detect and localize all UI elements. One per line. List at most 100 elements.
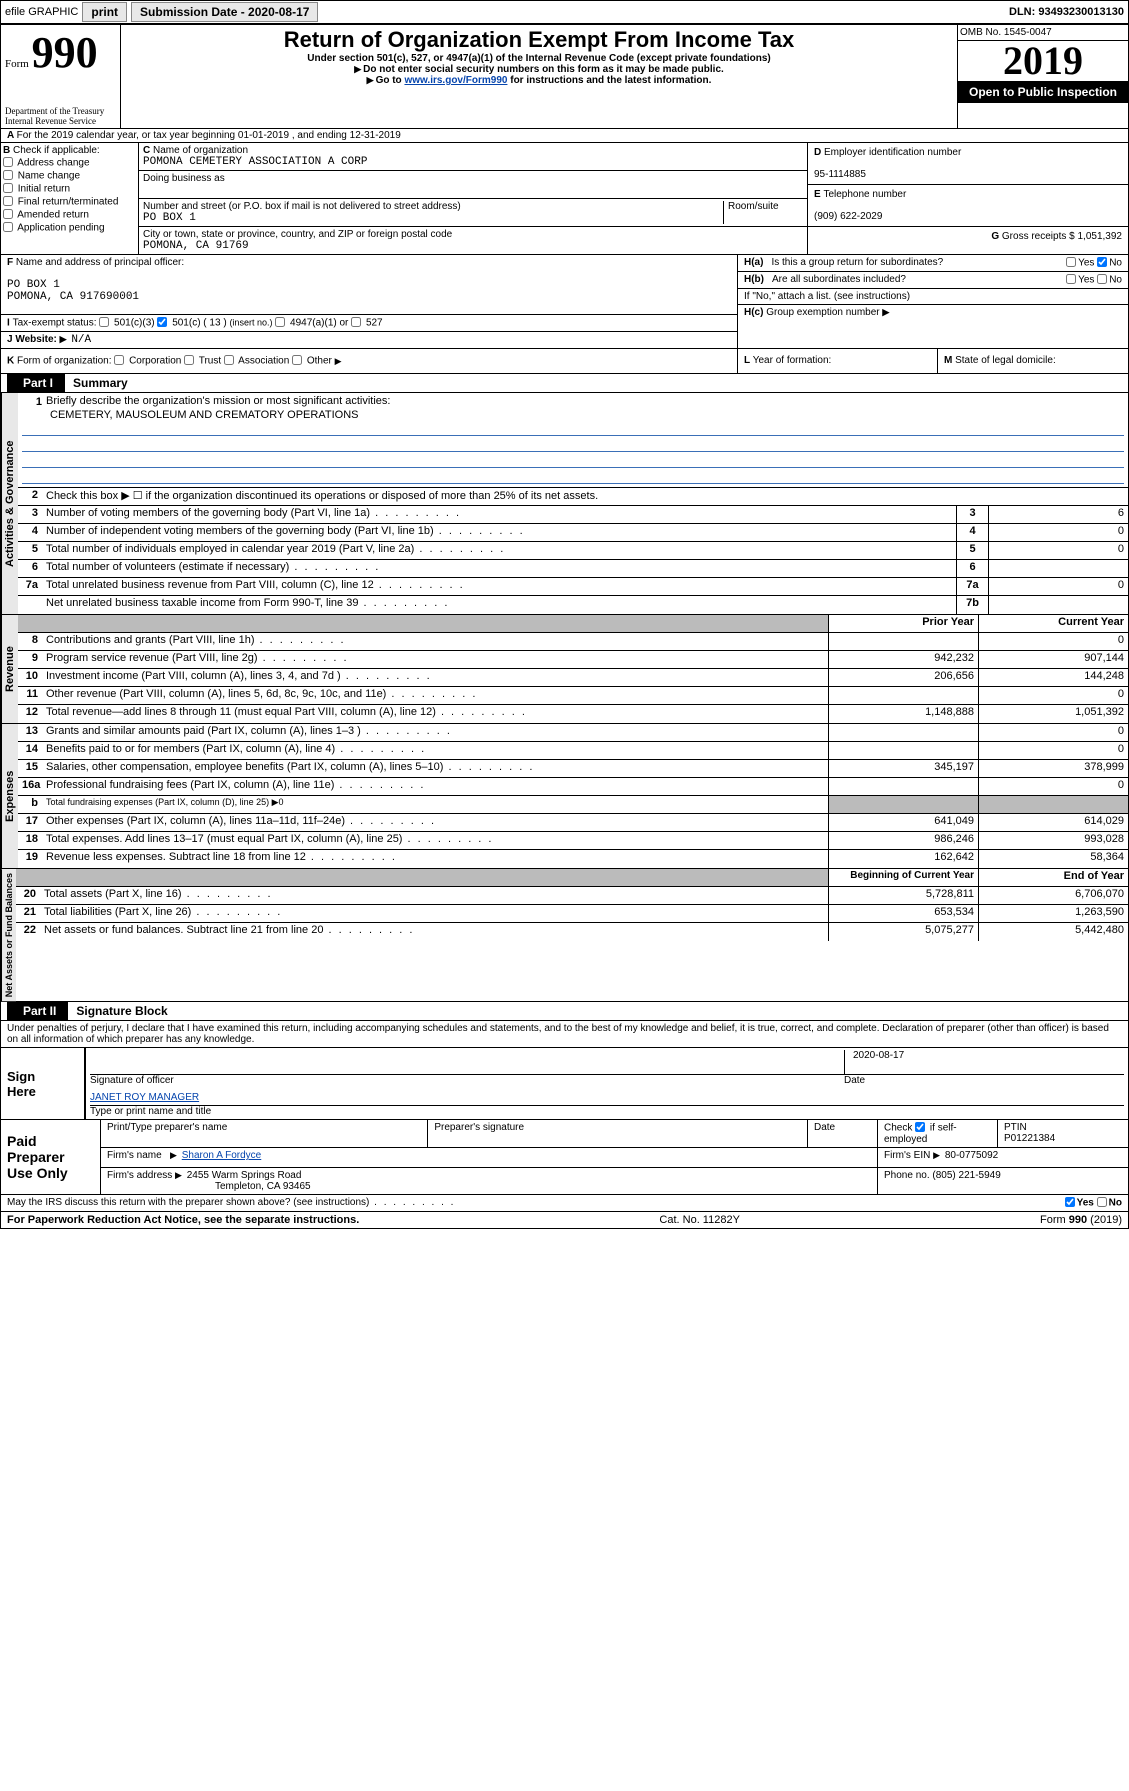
footer-left: For Paperwork Reduction Act Notice, see … xyxy=(7,1214,359,1226)
hb-note: If "No," attach a list. (see instruction… xyxy=(738,289,1128,305)
assoc-checkbox[interactable] xyxy=(224,355,234,365)
name-title-link[interactable]: JANET ROY MANAGER xyxy=(90,1092,199,1103)
open-to-public: Open to Public Inspection xyxy=(958,81,1128,103)
discuss-no-checkbox[interactable] xyxy=(1097,1197,1107,1207)
state-domicile-label: State of legal domicile: xyxy=(955,355,1056,366)
other-checkbox[interactable] xyxy=(292,355,302,365)
firms-addr2: Templeton, CA 93465 xyxy=(215,1181,311,1192)
form-header: Form 990 Department of the Treasury Inte… xyxy=(0,24,1129,129)
date-label: Date xyxy=(844,1075,1124,1086)
discuss-text: May the IRS discuss this return with the… xyxy=(7,1197,1065,1209)
ein-label: Employer identification number xyxy=(824,147,961,158)
ha-no-checkbox[interactable] xyxy=(1097,257,1107,267)
application-pending-checkbox[interactable]: Application pending xyxy=(3,222,136,234)
ha-yes-checkbox[interactable] xyxy=(1066,257,1076,267)
prior-year-header: Prior Year xyxy=(828,615,978,632)
officer-label: Name and address of principal officer: xyxy=(16,257,184,268)
row-klm: K Form of organization: Corporation Trus… xyxy=(0,349,1129,374)
line1-value: CEMETERY, MAUSOLEUM AND CREMATORY OPERAT… xyxy=(22,409,1124,421)
trust-checkbox[interactable] xyxy=(184,355,194,365)
section-f-h: F Name and address of principal officer:… xyxy=(0,255,1129,349)
print-button[interactable]: print xyxy=(82,2,127,22)
part2-header: Part II Signature Block xyxy=(0,1002,1129,1021)
discuss-yes-checkbox[interactable] xyxy=(1065,1197,1075,1207)
tax-year: 2019 xyxy=(958,41,1128,81)
ha-label: Is this a group return for subordinates? xyxy=(771,257,1058,269)
net-assets-section: Net Assets or Fund Balances Beginning of… xyxy=(0,869,1129,1002)
firm-name-link[interactable]: Sharon A Fordyce xyxy=(182,1150,262,1161)
phone-no-label: Phone no. xyxy=(884,1170,930,1181)
expenses-vtab: Expenses xyxy=(1,724,18,868)
phone-label: Telephone number xyxy=(823,189,906,200)
officer-addr2: POMONA, CA 917690001 xyxy=(7,291,139,303)
perjury-statement: Under penalties of perjury, I declare th… xyxy=(0,1021,1129,1048)
department-label: Department of the Treasury Internal Reve… xyxy=(5,106,116,126)
name-title-label: Type or print name and title xyxy=(90,1106,1124,1117)
tax-exempt-label: Tax-exempt status: xyxy=(13,318,97,329)
prep-sig-label: Preparer's signature xyxy=(428,1120,808,1147)
firms-addr1: 2455 Warm Springs Road xyxy=(187,1170,302,1181)
501c3-checkbox[interactable] xyxy=(99,317,109,327)
page-footer: For Paperwork Reduction Act Notice, see … xyxy=(0,1212,1129,1229)
net-assets-vtab: Net Assets or Fund Balances xyxy=(1,869,16,1001)
city-label: City or town, state or province, country… xyxy=(143,229,452,240)
footer-mid: Cat. No. 11282Y xyxy=(659,1214,740,1226)
sig-date-value: 2020-08-17 xyxy=(853,1050,904,1061)
dba-label: Doing business as xyxy=(143,173,225,184)
part2-title: Signature Block xyxy=(68,1004,167,1018)
topbar: efile GRAPHIC print Submission Date - 20… xyxy=(0,0,1129,24)
print-name-label: Print/Type preparer's name xyxy=(101,1120,428,1147)
year-formation-label: Year of formation: xyxy=(753,355,832,366)
ptin-label: PTIN xyxy=(1004,1122,1027,1133)
amended-return-checkbox[interactable]: Amended return xyxy=(3,209,136,221)
current-year-header: Current Year xyxy=(978,615,1128,632)
subtitle-1: Under section 501(c), 527, or 4947(a)(1)… xyxy=(125,53,953,64)
org-address: PO BOX 1 xyxy=(143,212,196,224)
part1-title: Summary xyxy=(65,376,128,390)
revenue-vtab: Revenue xyxy=(1,615,18,723)
row-a-text: For the 2019 calendar year, or tax year … xyxy=(17,130,401,141)
527-checkbox[interactable] xyxy=(351,317,361,327)
line1-label: Briefly describe the organization's miss… xyxy=(46,395,390,409)
hb-no-checkbox[interactable] xyxy=(1097,274,1107,284)
address-change-checkbox[interactable]: Address change xyxy=(3,157,136,169)
dln: DLN: 93493230013130 xyxy=(1009,6,1124,18)
beginning-year-header: Beginning of Current Year xyxy=(828,869,978,886)
website-value: N/A xyxy=(71,334,91,346)
self-employed-checkbox[interactable] xyxy=(915,1122,925,1132)
efile-label: efile GRAPHIC xyxy=(5,6,78,18)
firms-ein-value: 80-0775092 xyxy=(945,1150,998,1161)
corp-checkbox[interactable] xyxy=(114,355,124,365)
officer-addr1: PO BOX 1 xyxy=(7,279,60,291)
name-label: Name of organization xyxy=(153,145,248,156)
part1-header: Part I Summary xyxy=(0,374,1129,393)
website-label: Website: xyxy=(15,334,57,345)
phone-value: (909) 622-2029 xyxy=(814,211,882,222)
hb-yes-checkbox[interactable] xyxy=(1066,274,1076,284)
check-applicable-label: Check if applicable: xyxy=(13,145,100,156)
address-label: Number and street (or P.O. box if mail i… xyxy=(143,201,461,212)
part1-tab: Part I xyxy=(7,374,65,392)
hb-label: Are all subordinates included? xyxy=(772,274,1058,286)
sign-here-label: Sign Here xyxy=(1,1048,61,1119)
prep-date-label: Date xyxy=(808,1120,878,1147)
initial-return-checkbox[interactable]: Initial return xyxy=(3,183,136,195)
org-city: POMONA, CA 91769 xyxy=(143,240,249,252)
subtitle-2: Do not enter social security numbers on … xyxy=(125,64,953,75)
sig-officer-label: Signature of officer xyxy=(90,1075,844,1086)
line2-text: Check this box ▶ ☐ if the organization d… xyxy=(42,488,1128,505)
end-year-header: End of Year xyxy=(978,869,1128,886)
form-prefix: Form xyxy=(5,58,29,70)
final-return-checkbox[interactable]: Final return/terminated xyxy=(3,196,136,208)
name-change-checkbox[interactable]: Name change xyxy=(3,170,136,182)
4947-checkbox[interactable] xyxy=(275,317,285,327)
goto-prefix: Go to xyxy=(367,75,405,86)
gross-receipts-value: 1,051,392 xyxy=(1078,231,1123,242)
paid-preparer-label: Paid Preparer Use Only xyxy=(1,1120,101,1194)
governance-vtab: Activities & Governance xyxy=(1,393,18,614)
form990-link[interactable]: www.irs.gov/Form990 xyxy=(404,75,507,86)
501c-checkbox[interactable] xyxy=(157,317,167,327)
room-suite-label: Room/suite xyxy=(723,201,803,224)
ptin-value: P01221384 xyxy=(1004,1133,1055,1144)
submission-date-button[interactable]: Submission Date - 2020-08-17 xyxy=(131,2,318,22)
